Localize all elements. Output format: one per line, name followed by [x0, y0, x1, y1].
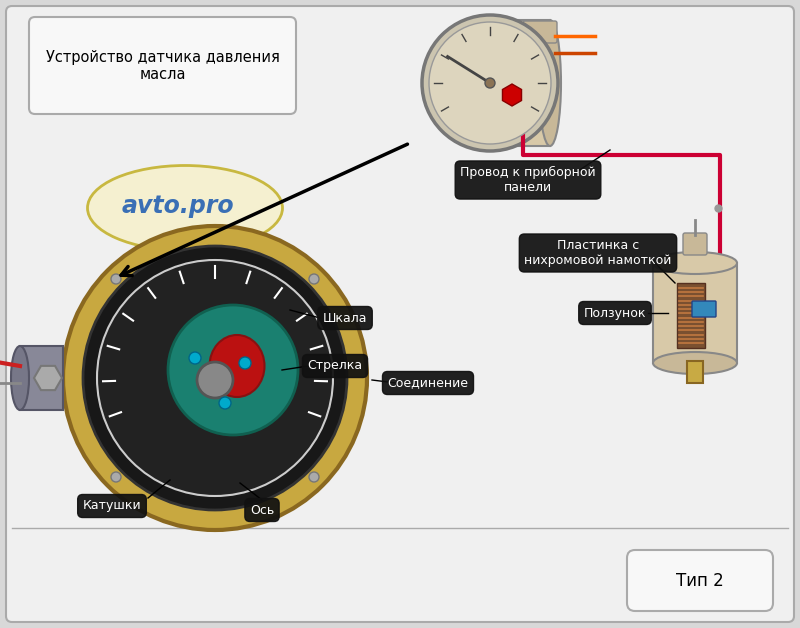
Circle shape — [309, 472, 319, 482]
Circle shape — [239, 357, 251, 369]
Ellipse shape — [653, 252, 737, 274]
Text: avto.pro: avto.pro — [122, 194, 234, 218]
Ellipse shape — [210, 335, 265, 397]
Circle shape — [429, 22, 551, 144]
FancyBboxPatch shape — [6, 6, 794, 622]
Circle shape — [111, 274, 121, 284]
FancyBboxPatch shape — [683, 233, 707, 255]
Ellipse shape — [539, 20, 561, 146]
Text: Соединение: Соединение — [387, 377, 469, 389]
FancyBboxPatch shape — [692, 301, 716, 317]
Circle shape — [219, 397, 231, 409]
Text: Ось: Ось — [250, 504, 274, 516]
Circle shape — [422, 15, 558, 151]
Circle shape — [485, 78, 495, 88]
FancyBboxPatch shape — [677, 283, 705, 348]
FancyBboxPatch shape — [627, 550, 773, 611]
Text: Катушки: Катушки — [82, 499, 142, 512]
Polygon shape — [34, 366, 62, 390]
Polygon shape — [502, 84, 522, 106]
Circle shape — [197, 362, 233, 398]
Text: Провод к приборной
панели: Провод к приборной панели — [460, 166, 596, 194]
Text: Устройство датчика давления
масла: Устройство датчика давления масла — [46, 50, 280, 82]
Circle shape — [63, 226, 367, 530]
Circle shape — [309, 274, 319, 284]
Ellipse shape — [11, 346, 29, 410]
Polygon shape — [20, 346, 63, 410]
FancyBboxPatch shape — [523, 21, 557, 43]
Polygon shape — [485, 20, 550, 146]
FancyBboxPatch shape — [29, 17, 296, 114]
Ellipse shape — [653, 352, 737, 374]
Text: Стрелка: Стрелка — [307, 359, 362, 372]
Circle shape — [111, 472, 121, 482]
Circle shape — [83, 246, 347, 510]
FancyBboxPatch shape — [687, 361, 703, 383]
Text: Пластинка с
нихромовой намоткой: Пластинка с нихромовой намоткой — [524, 239, 672, 267]
Polygon shape — [653, 263, 737, 363]
Circle shape — [189, 352, 201, 364]
Text: Тип 2: Тип 2 — [676, 572, 724, 590]
Circle shape — [97, 260, 333, 496]
Ellipse shape — [87, 166, 282, 251]
Text: Ползунок: Ползунок — [584, 306, 646, 320]
Circle shape — [168, 305, 298, 435]
Text: Шкала: Шкала — [322, 311, 367, 325]
